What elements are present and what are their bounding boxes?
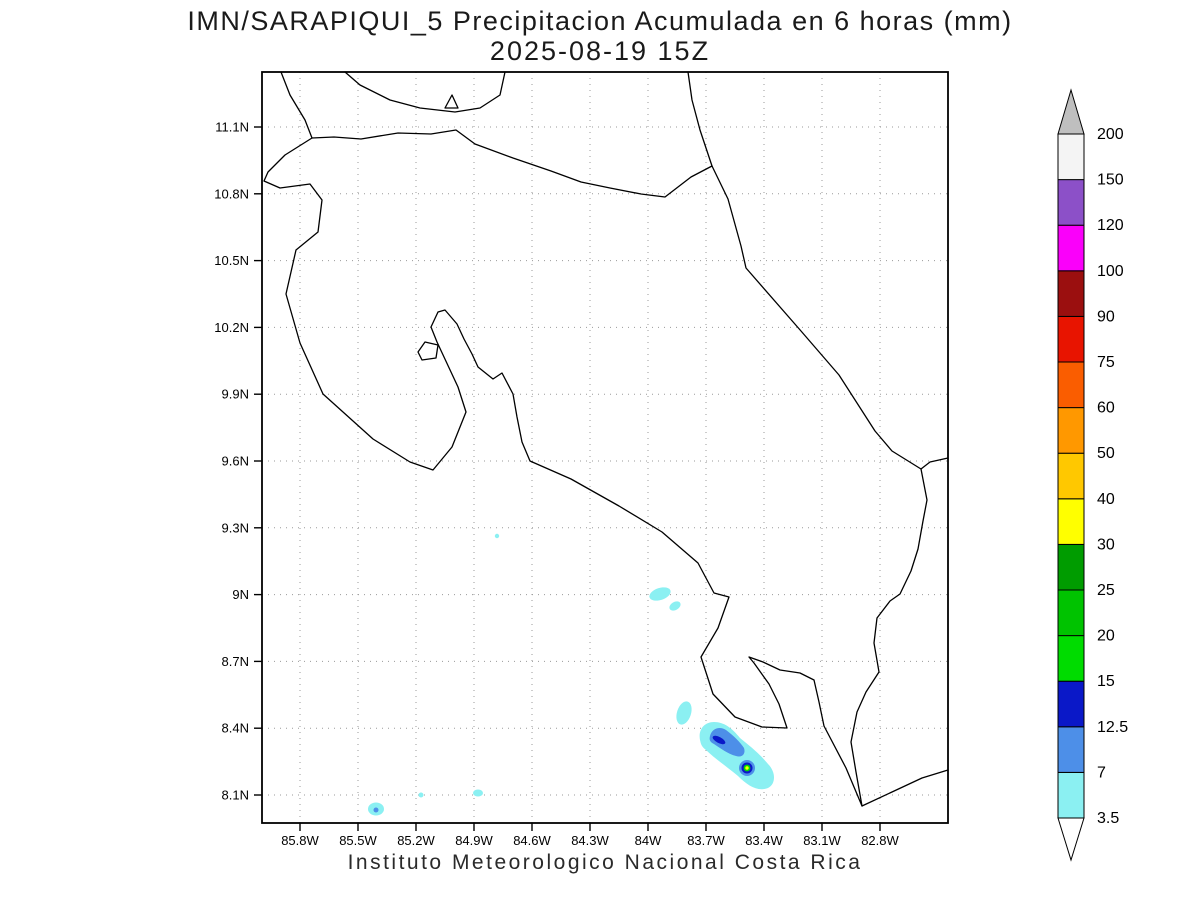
colorbar-level-label: 50 — [1097, 445, 1115, 462]
lon-tick-label: 83.7W — [687, 833, 725, 848]
lon-tick-label: 84.6W — [513, 833, 551, 848]
lon-tick-label: 84.9W — [455, 833, 493, 848]
precip-cell-9n-blob2 — [669, 601, 681, 611]
precip-speck-854w-core — [373, 807, 379, 813]
nicaragua-pacific-coast — [280, 71, 313, 139]
lat-tick-label: 11.1N — [215, 120, 249, 135]
colorbar-segment — [1057, 407, 1085, 454]
colorbar-under-arrow — [1057, 817, 1085, 862]
panama-pacific-coast — [861, 769, 949, 807]
axis-ticks — [254, 126, 881, 831]
precip-main-30mm-max — [745, 766, 749, 770]
graticule — [262, 72, 948, 823]
axis-labels: 11.1N 10.8N 10.5N 10.2N 9.9N 9.6N 9.3N 9N 8.7N 8.… — [214, 120, 899, 849]
colorbar-level-label: 75 — [1097, 354, 1115, 371]
lat-tick-label: 9.6N — [222, 454, 249, 469]
colorbar-level-label: 120 — [1097, 217, 1124, 234]
colorbar-level-label: 60 — [1097, 400, 1115, 417]
lat-tick-label: 8.7N — [222, 654, 249, 669]
lake-island-marker — [444, 94, 459, 109]
precip-cell-847n — [676, 701, 692, 725]
panama-caribbean-coast — [920, 457, 949, 470]
colorbar-segment — [1057, 133, 1085, 181]
colorbar-segment — [1057, 452, 1085, 500]
precip-shading — [368, 533, 774, 816]
chart-datetime: 2025-08-19 15Z — [489, 36, 711, 66]
precip-speck-849w — [473, 789, 483, 797]
colorbar-segment — [1057, 771, 1085, 819]
colorbar-segment — [1057, 179, 1085, 226]
colorbar-segment — [1057, 270, 1085, 317]
precip-sw-specks — [368, 789, 483, 816]
precip-speck-852w — [418, 792, 424, 798]
colorbar-level-label: 40 — [1097, 491, 1115, 508]
chart-title: IMN/SARAPIQUI_5 Precipitacion Acumulada … — [187, 6, 1013, 36]
isla-chira-outline — [417, 341, 439, 361]
colorbar-segment — [1057, 224, 1085, 272]
lat-tick-label: 9.9N — [222, 387, 249, 402]
colorbar-level-label: 30 — [1097, 536, 1115, 553]
coastlines — [263, 71, 949, 807]
colorbar-level-label: 150 — [1097, 172, 1124, 189]
lat-tick-label: 10.5N — [214, 253, 249, 268]
lon-tick-label: 84W — [635, 833, 662, 848]
map-frame — [261, 71, 949, 824]
lon-tick-label: 82.8W — [861, 833, 899, 848]
colorbar-segment — [1057, 726, 1085, 773]
lat-tick-label: 8.4N — [222, 721, 249, 736]
colorbar-level-label: 25 — [1097, 582, 1115, 599]
lat-tick-label: 10.2N — [214, 320, 249, 335]
colorbar-segment — [1057, 361, 1085, 409]
precip-cell-9n — [649, 587, 681, 611]
lon-tick-label: 83.1W — [803, 833, 841, 848]
lon-tick-label: 85.8W — [281, 833, 319, 848]
colorbar-segment — [1057, 589, 1085, 637]
lat-tick-label: 9.3N — [222, 520, 249, 535]
precip-main-12.5mm-streak — [712, 735, 726, 745]
colorbar-segment — [1057, 635, 1085, 682]
colorbar-level-label: 100 — [1097, 263, 1124, 280]
precip-main-7mm-band — [709, 728, 745, 757]
lon-tick-label: 85.2W — [397, 833, 435, 848]
colorbar-segment — [1057, 498, 1085, 545]
costa-rica-outline — [263, 129, 928, 807]
colorbar-level-label: 12.5 — [1097, 719, 1128, 736]
caption-institution: Instituto Meteorologico Nacional Costa R… — [347, 851, 863, 874]
lat-tick-label: 8.1N — [222, 788, 249, 803]
colorbar-level-label: 3.5 — [1097, 810, 1119, 827]
colorbar-legend: 3.5 7 12.5 15 20 25 30 40 50 60 75 90 100 120 150 200 — [1057, 88, 1128, 862]
lon-tick-label: 83.4W — [745, 833, 783, 848]
map-area: 11.1N 10.8N 10.5N 10.2N 9.9N 9.6N 9.3N 9N 8.7N 8.… — [214, 71, 949, 849]
lon-tick-label: 85.5W — [339, 833, 377, 848]
colorbar-segment — [1057, 543, 1085, 591]
lat-tick-label: 9N — [232, 587, 249, 602]
colorbar-level-label: 90 — [1097, 308, 1115, 325]
lat-tick-label: 10.8N — [214, 186, 249, 201]
lake-nicaragua-shore — [344, 71, 506, 113]
precip-cell-9n-blob — [649, 587, 671, 601]
lon-tick-label: 84.3W — [571, 833, 609, 848]
precip-cell-speck-93n — [494, 533, 500, 539]
colorbar-over-arrow — [1057, 88, 1085, 135]
colorbar-level-label: 20 — [1097, 628, 1115, 645]
colorbar-level-label: 15 — [1097, 673, 1115, 690]
colorbar-level-label: 200 — [1097, 126, 1124, 143]
nicaragua-caribbean-coast — [687, 71, 713, 167]
colorbar-segment — [1057, 680, 1085, 728]
precip-cell-main-osa — [699, 722, 774, 790]
colorbar-level-label: 7 — [1097, 764, 1106, 781]
colorbar-segment — [1057, 315, 1085, 363]
